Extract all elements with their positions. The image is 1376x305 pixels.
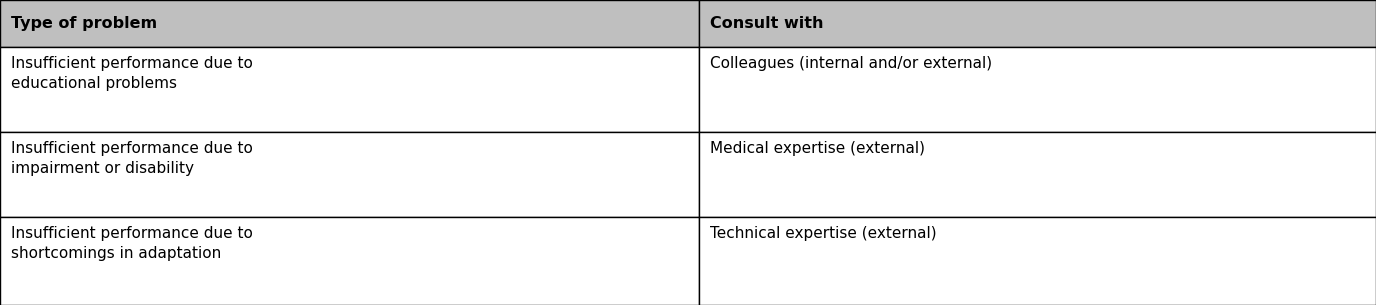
- Bar: [699, 217, 1376, 305]
- Text: Insufficient performance due to
educational problems: Insufficient performance due to educatio…: [11, 56, 253, 91]
- Bar: [699, 0, 1376, 47]
- Text: Insufficient performance due to
shortcomings in adaptation: Insufficient performance due to shortcom…: [11, 226, 253, 261]
- Text: Medical expertise (external): Medical expertise (external): [710, 141, 925, 156]
- Text: Insufficient performance due to
impairment or disability: Insufficient performance due to impairme…: [11, 141, 253, 176]
- Bar: [699, 132, 1376, 217]
- Bar: [0, 217, 699, 305]
- Bar: [0, 132, 699, 217]
- Text: Colleagues (internal and/or external): Colleagues (internal and/or external): [710, 56, 992, 71]
- Text: Type of problem: Type of problem: [11, 16, 157, 31]
- Text: Technical expertise (external): Technical expertise (external): [710, 226, 937, 241]
- Bar: [0, 47, 699, 132]
- Text: Consult with: Consult with: [710, 16, 823, 31]
- Bar: [699, 47, 1376, 132]
- Bar: [0, 0, 699, 47]
